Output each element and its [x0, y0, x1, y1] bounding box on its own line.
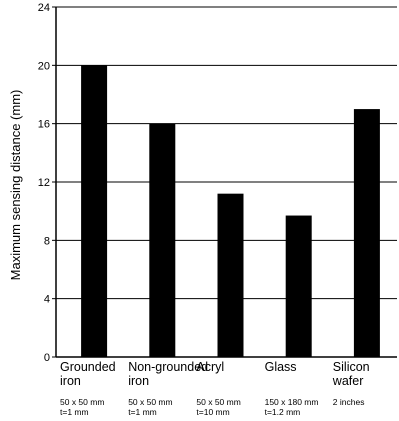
axes	[52, 6, 397, 358]
category-note: t=1.2 mm	[265, 407, 301, 417]
category-label: Acryl	[196, 360, 224, 374]
category-label: Grounded	[60, 360, 116, 374]
y-axis-label: Maximum sensing distance (mm)	[8, 90, 23, 281]
category-note: t=1 mm	[60, 407, 89, 417]
category-note: 50 x 50 mm	[60, 397, 104, 407]
category-label: Non-grounded	[128, 360, 208, 374]
category-label: wafer	[332, 374, 364, 388]
y-tick-label: 24	[38, 2, 50, 14]
y-tick-label: 16	[38, 119, 50, 131]
y-tick-label: 20	[38, 60, 50, 72]
category-label: Silicon	[333, 360, 370, 374]
bar	[285, 215, 312, 357]
category-note: 2 inches	[333, 397, 365, 407]
category-note: 150 x 180 mm	[265, 397, 319, 407]
category-note: t=10 mm	[196, 407, 229, 417]
y-tick-label: 12	[38, 177, 50, 189]
bar	[81, 65, 108, 357]
y-tick-label: 4	[44, 294, 50, 306]
bar	[149, 123, 176, 358]
category-note: t=1 mm	[128, 407, 157, 417]
category-note: 50 x 50 mm	[196, 397, 240, 407]
y-tick-labels: 0 4 8 12 16 20 24	[38, 2, 50, 364]
category-label: iron	[128, 374, 149, 388]
y-tick-label: 0	[44, 352, 50, 364]
bars	[81, 65, 380, 358]
y-tick-label: 8	[44, 235, 50, 247]
bar	[353, 109, 380, 357]
category-note: 50 x 50 mm	[128, 397, 172, 407]
bar	[217, 193, 244, 357]
category-label: iron	[60, 374, 81, 388]
gridlines	[56, 6, 397, 300]
category-label: Glass	[265, 360, 297, 374]
